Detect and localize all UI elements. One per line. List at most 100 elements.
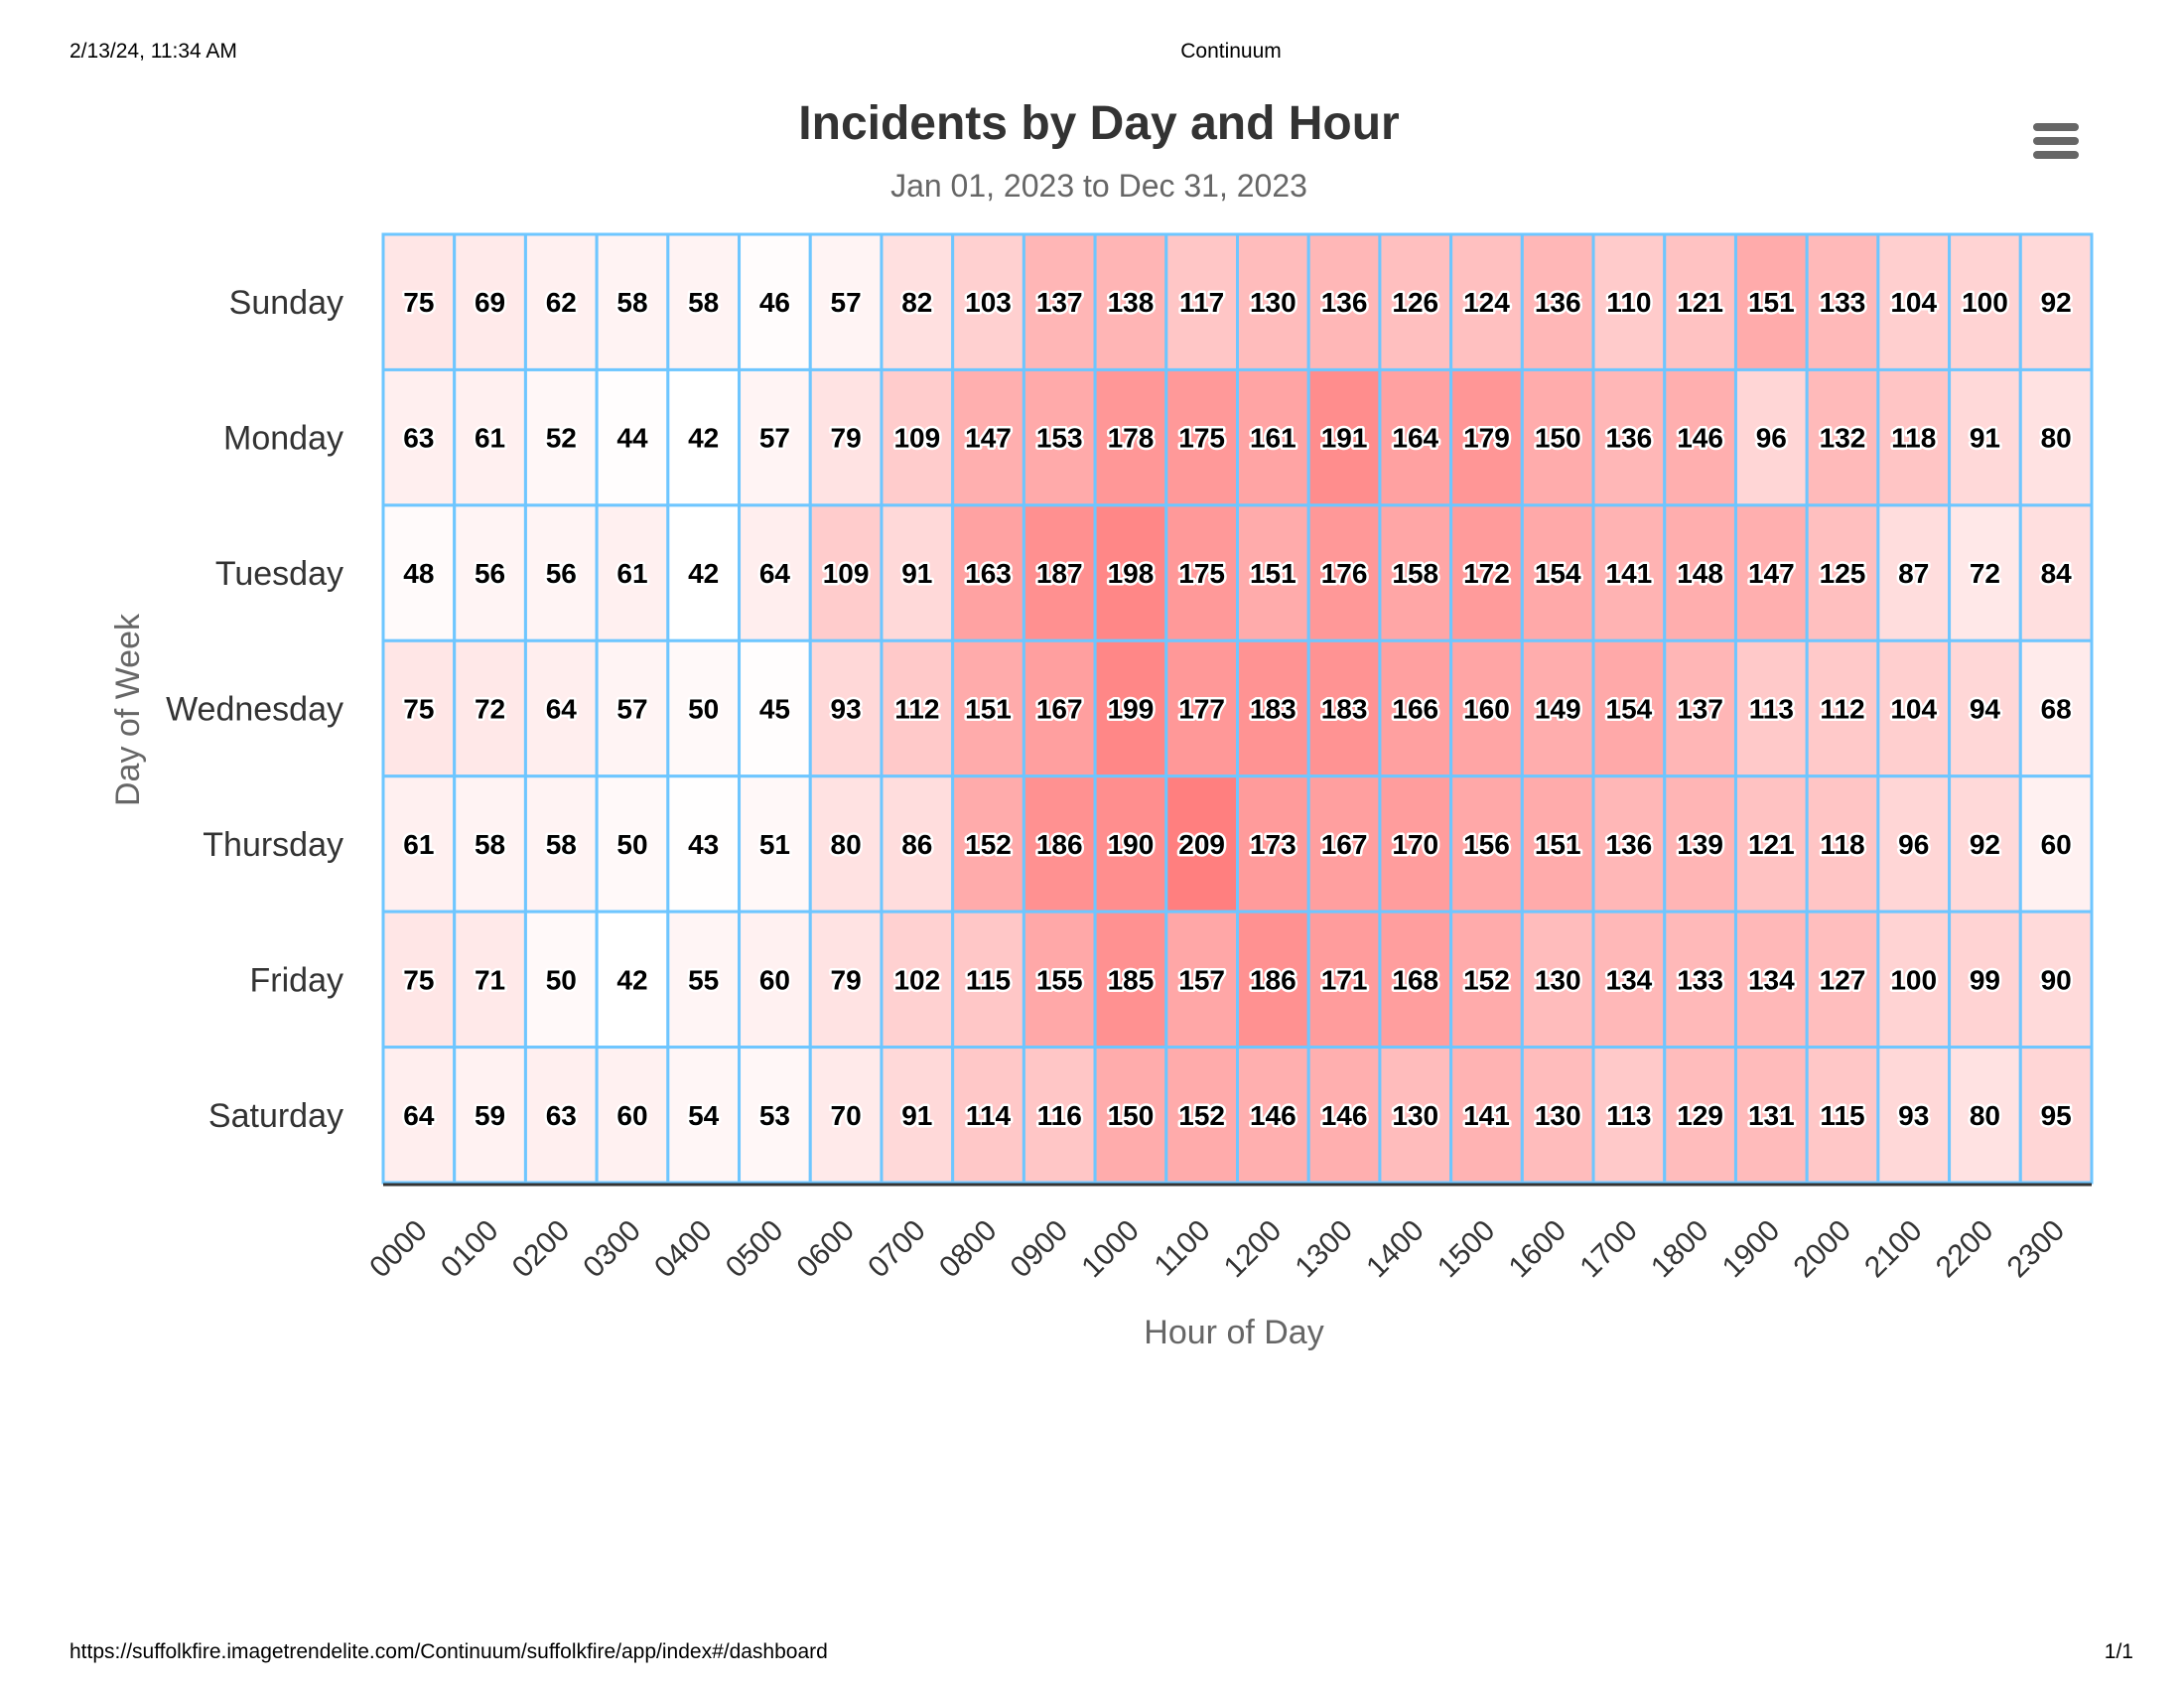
- heatmap-cell[interactable]: [880, 910, 955, 1050]
- heatmap-cell[interactable]: [1520, 910, 1595, 1050]
- heatmap-cell[interactable]: [1236, 774, 1310, 914]
- heatmap-cell[interactable]: [523, 1046, 599, 1185]
- heatmap-cell[interactable]: [1164, 910, 1239, 1050]
- heatmap-cell[interactable]: [1520, 638, 1595, 778]
- heatmap-cell[interactable]: [1948, 910, 2022, 1050]
- heatmap-cell[interactable]: [595, 1046, 670, 1185]
- heatmap-cell[interactable]: [1022, 503, 1097, 642]
- heatmap-cell[interactable]: [808, 774, 884, 914]
- heatmap-cell[interactable]: [666, 503, 742, 642]
- heatmap-cell[interactable]: [2018, 1046, 2094, 1185]
- heatmap-cell[interactable]: [1733, 367, 1809, 507]
- heatmap-cell[interactable]: [1164, 503, 1239, 642]
- heatmap-cell[interactable]: [1022, 638, 1097, 778]
- heatmap-cell[interactable]: [1876, 638, 1952, 778]
- heatmap-cell[interactable]: [1378, 1046, 1453, 1185]
- heatmap-cell[interactable]: [1663, 910, 1737, 1050]
- heatmap-cell[interactable]: [1022, 1046, 1097, 1185]
- heatmap-cell[interactable]: [738, 774, 812, 914]
- heatmap-cell[interactable]: [1022, 910, 1097, 1050]
- heatmap-cell[interactable]: [1093, 232, 1168, 371]
- heatmap-cell[interactable]: [738, 910, 812, 1050]
- heatmap-cell[interactable]: [595, 774, 670, 914]
- heatmap-cell[interactable]: [2018, 503, 2094, 642]
- heatmap-cell[interactable]: [2018, 232, 2094, 371]
- heatmap-cell[interactable]: [808, 1046, 884, 1185]
- heatmap-cell[interactable]: [453, 1046, 527, 1185]
- heatmap-cell[interactable]: [595, 503, 670, 642]
- heatmap-cell[interactable]: [1591, 232, 1667, 371]
- heatmap-cell[interactable]: [880, 774, 955, 914]
- heatmap-cell[interactable]: [1663, 367, 1737, 507]
- heatmap-cell[interactable]: [1805, 638, 1880, 778]
- heatmap-cell[interactable]: [1093, 503, 1168, 642]
- heatmap-cell[interactable]: [523, 367, 599, 507]
- heatmap-cell[interactable]: [1663, 1046, 1737, 1185]
- heatmap-cell[interactable]: [1805, 910, 1880, 1050]
- heatmap-cell[interactable]: [595, 910, 670, 1050]
- heatmap-cell[interactable]: [453, 910, 527, 1050]
- heatmap-cell[interactable]: [880, 1046, 955, 1185]
- heatmap-cell[interactable]: [1022, 367, 1097, 507]
- heatmap-cell[interactable]: [1805, 232, 1880, 371]
- heatmap-cell[interactable]: [1306, 910, 1382, 1050]
- heatmap-cell[interactable]: [1948, 774, 2022, 914]
- heatmap-cell[interactable]: [1805, 1046, 1880, 1185]
- heatmap-cell[interactable]: [2018, 774, 2094, 914]
- heatmap-cell[interactable]: [951, 1046, 1025, 1185]
- heatmap-cell[interactable]: [1236, 1046, 1310, 1185]
- heatmap-cell[interactable]: [738, 1046, 812, 1185]
- heatmap-cell[interactable]: [1591, 1046, 1667, 1185]
- heatmap-cell[interactable]: [453, 367, 527, 507]
- heatmap-cell[interactable]: [1449, 367, 1524, 507]
- heatmap-cell[interactable]: [1663, 503, 1737, 642]
- heatmap-cell[interactable]: [2018, 910, 2094, 1050]
- heatmap-cell[interactable]: [1164, 367, 1239, 507]
- heatmap-cell[interactable]: [2018, 367, 2094, 507]
- heatmap-cell[interactable]: [880, 503, 955, 642]
- heatmap-cell[interactable]: [1733, 503, 1809, 642]
- heatmap-cell[interactable]: [666, 1046, 742, 1185]
- heatmap-cell[interactable]: [381, 1046, 457, 1185]
- heatmap-cell[interactable]: [951, 503, 1025, 642]
- heatmap-cell[interactable]: [1591, 774, 1667, 914]
- heatmap-cell[interactable]: [1876, 367, 1952, 507]
- heatmap-cell[interactable]: [453, 503, 527, 642]
- heatmap-cell[interactable]: [1449, 774, 1524, 914]
- heatmap-cell[interactable]: [453, 638, 527, 778]
- heatmap-cell[interactable]: [1733, 638, 1809, 778]
- heatmap-cell[interactable]: [1378, 638, 1453, 778]
- heatmap-cell[interactable]: [1733, 910, 1809, 1050]
- heatmap-cell[interactable]: [1733, 774, 1809, 914]
- heatmap-cell[interactable]: [1236, 503, 1310, 642]
- heatmap-cell[interactable]: [453, 232, 527, 371]
- heatmap-cell[interactable]: [1948, 1046, 2022, 1185]
- heatmap-cell[interactable]: [1449, 1046, 1524, 1185]
- heatmap-cell[interactable]: [1663, 774, 1737, 914]
- heatmap-cell[interactable]: [1733, 1046, 1809, 1185]
- heatmap-cell[interactable]: [1236, 232, 1310, 371]
- heatmap-cell[interactable]: [951, 232, 1025, 371]
- heatmap-cell[interactable]: [1164, 638, 1239, 778]
- heatmap-cell[interactable]: [2018, 638, 2094, 778]
- heatmap-cell[interactable]: [1876, 1046, 1952, 1185]
- heatmap-cell[interactable]: [1948, 232, 2022, 371]
- heatmap-cell[interactable]: [1520, 774, 1595, 914]
- heatmap-cell[interactable]: [523, 774, 599, 914]
- heatmap-cell[interactable]: [381, 638, 457, 778]
- heatmap-cell[interactable]: [1164, 774, 1239, 914]
- heatmap-cell[interactable]: [1591, 638, 1667, 778]
- chart-context-menu-button[interactable]: [2031, 119, 2081, 163]
- heatmap-cell[interactable]: [1520, 232, 1595, 371]
- heatmap-cell[interactable]: [1663, 638, 1737, 778]
- heatmap-cell[interactable]: [1164, 1046, 1239, 1185]
- heatmap-cell[interactable]: [1591, 503, 1667, 642]
- heatmap-cell[interactable]: [1236, 910, 1310, 1050]
- heatmap-cell[interactable]: [666, 232, 742, 371]
- heatmap-cell[interactable]: [1449, 503, 1524, 642]
- heatmap-cell[interactable]: [1022, 774, 1097, 914]
- heatmap-cell[interactable]: [1948, 367, 2022, 507]
- heatmap-cell[interactable]: [1022, 232, 1097, 371]
- heatmap-cell[interactable]: [1378, 774, 1453, 914]
- heatmap-cell[interactable]: [381, 774, 457, 914]
